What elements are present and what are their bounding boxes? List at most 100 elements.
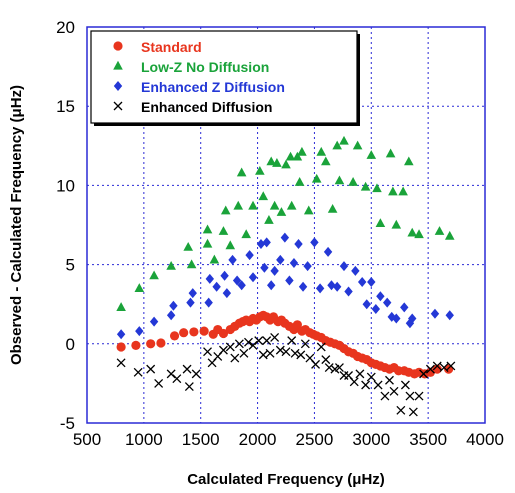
data-point — [321, 156, 331, 166]
y-tick-label: 5 — [66, 256, 75, 275]
data-point — [218, 345, 228, 355]
data-point — [385, 148, 396, 158]
y-tick-label: 0 — [66, 335, 75, 354]
data-point — [383, 297, 392, 308]
data-point — [361, 380, 371, 390]
data-point — [232, 275, 242, 286]
data-point — [404, 156, 414, 166]
x-tick-label: 1000 — [125, 430, 163, 449]
data-point — [225, 342, 235, 352]
data-point — [323, 246, 333, 257]
data-point — [275, 345, 285, 355]
x-tick-label: 2000 — [239, 430, 277, 449]
data-point — [375, 218, 386, 228]
data-point — [297, 146, 307, 156]
data-point — [186, 259, 197, 269]
data-point — [149, 270, 159, 280]
data-point — [179, 328, 189, 338]
y-axis-label: Observed - Calculated Frequency (μHz) — [8, 85, 25, 365]
data-point — [446, 361, 456, 371]
data-point — [233, 200, 244, 210]
x-tick-label: 2500 — [296, 430, 334, 449]
data-point — [366, 372, 376, 382]
data-point — [262, 336, 272, 346]
data-point — [400, 380, 410, 390]
x-tick-label: 3000 — [352, 430, 390, 449]
data-point — [352, 140, 363, 150]
data-point — [203, 347, 212, 357]
series-4 — [116, 333, 456, 417]
data-point — [255, 165, 265, 175]
x-tick-label: 1500 — [182, 430, 220, 449]
data-point — [389, 386, 399, 396]
data-point — [204, 297, 213, 308]
data-point — [241, 229, 251, 239]
legend-label: Enhanced Z Diffusion — [141, 79, 285, 95]
data-point — [202, 238, 213, 248]
data-point — [236, 167, 247, 177]
data-point — [156, 338, 166, 348]
data-point — [218, 328, 229, 339]
data-point — [248, 272, 258, 283]
data-point — [339, 371, 349, 380]
data-point — [209, 254, 220, 264]
data-point — [419, 369, 429, 379]
data-point — [133, 367, 143, 377]
data-point — [290, 348, 300, 358]
data-point — [269, 200, 280, 210]
data-point — [191, 369, 201, 379]
x-tick-label: 4000 — [466, 430, 504, 449]
legend-marker — [113, 41, 123, 51]
data-point — [234, 339, 244, 349]
data-point — [281, 347, 291, 357]
series-1 — [116, 310, 454, 379]
data-point — [169, 300, 178, 311]
data-point — [439, 363, 449, 373]
data-point — [225, 240, 236, 250]
data-point — [408, 313, 417, 324]
legend-marker — [113, 60, 123, 70]
data-point — [258, 350, 268, 360]
data-point — [372, 183, 382, 193]
data-point — [218, 226, 229, 235]
data-point — [405, 391, 415, 401]
data-point — [414, 229, 424, 239]
data-point — [311, 173, 322, 183]
data-point — [280, 232, 290, 243]
data-point — [169, 331, 180, 341]
data-point — [166, 260, 176, 270]
data-point — [131, 340, 141, 350]
data-point — [414, 391, 424, 401]
data-point — [425, 367, 436, 377]
x-tick-label: 500 — [73, 430, 101, 449]
data-point — [315, 283, 325, 294]
data-point — [116, 329, 126, 340]
data-point — [332, 140, 342, 150]
data-point — [166, 310, 176, 321]
data-point — [183, 241, 194, 251]
data-point — [385, 375, 394, 385]
data-point — [388, 186, 398, 196]
data-point — [292, 320, 302, 330]
data-point — [264, 215, 274, 224]
data-point — [182, 364, 192, 374]
data-point — [134, 283, 145, 292]
data-point — [327, 203, 338, 213]
data-point — [267, 280, 276, 291]
data-point — [116, 358, 126, 368]
data-point — [281, 159, 291, 169]
data-point — [172, 374, 182, 384]
data-point — [425, 364, 435, 374]
data-point — [146, 364, 156, 374]
y-tick-label: -5 — [60, 414, 75, 433]
data-point — [444, 230, 455, 240]
data-point — [222, 288, 232, 299]
data-point — [303, 205, 314, 215]
data-point — [311, 359, 321, 369]
data-point — [237, 280, 246, 291]
legend-label: Standard — [141, 39, 202, 55]
data-point — [362, 299, 371, 310]
data-point — [376, 291, 385, 302]
data-point — [392, 313, 401, 324]
data-point — [371, 303, 381, 314]
